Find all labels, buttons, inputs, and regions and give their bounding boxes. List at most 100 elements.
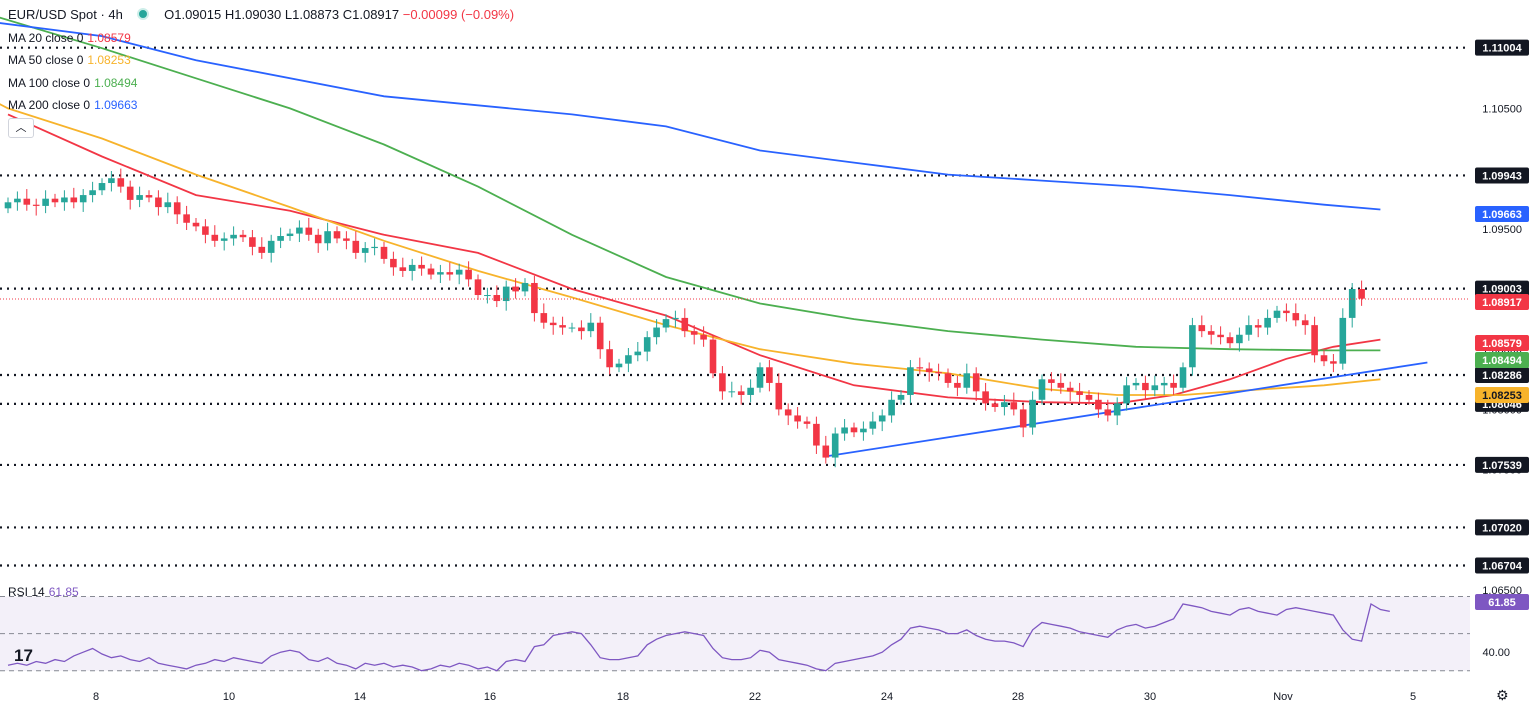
candle — [1236, 334, 1243, 344]
candle — [1010, 402, 1018, 410]
candle — [1311, 325, 1318, 356]
candle — [70, 197, 78, 203]
legend-ma-50[interactable]: MA 50 close 0 1.08253 — [8, 53, 131, 67]
candle — [1273, 310, 1281, 318]
level-badge — [1475, 39, 1529, 56]
legend-rsi[interactable]: RSI 14 61.85 — [8, 585, 79, 599]
tradingview-logo-icon[interactable]: 17 — [14, 646, 33, 665]
candle — [14, 198, 21, 203]
candle — [907, 367, 914, 395]
candle — [709, 339, 717, 374]
candle — [1095, 399, 1102, 410]
candle — [568, 327, 576, 329]
level-badge — [1475, 280, 1529, 297]
level-badge — [1475, 366, 1529, 383]
candle — [625, 355, 632, 364]
candle — [1189, 325, 1196, 368]
candle — [869, 421, 877, 429]
candle — [1038, 379, 1046, 400]
candle — [1207, 331, 1215, 335]
candle — [437, 272, 444, 275]
level-badge-label: 1.09003 — [1482, 284, 1522, 296]
candle — [239, 234, 247, 238]
legend-rsi-label: RSI 14 — [8, 585, 45, 599]
time-tick-label: 5 — [1410, 691, 1416, 703]
candle — [1339, 317, 1347, 364]
candle — [164, 202, 172, 208]
level-badge — [1475, 167, 1529, 184]
candle — [747, 387, 754, 395]
candle — [42, 198, 49, 206]
candle — [249, 237, 256, 247]
gear-icon[interactable]: ⚙ — [1496, 687, 1509, 703]
candle — [89, 190, 96, 196]
candle — [361, 248, 369, 253]
candle — [61, 197, 68, 203]
level-badge-label: 1.07539 — [1482, 460, 1522, 472]
level-badge-label: 1.11004 — [1482, 43, 1522, 55]
legend-rsi-value: 61.85 — [48, 585, 79, 599]
rsi-panel — [0, 596, 1470, 672]
candle — [1170, 382, 1177, 388]
price-badge — [1475, 352, 1529, 368]
level-badge — [1475, 519, 1529, 536]
candle — [1001, 402, 1008, 408]
candle — [1151, 385, 1159, 391]
candle — [446, 272, 454, 275]
candle — [878, 415, 886, 422]
time-tick-label: 22 — [749, 691, 761, 703]
time-tick-label: 10 — [223, 691, 235, 703]
candle — [230, 234, 237, 239]
candle — [512, 286, 519, 292]
candle — [925, 368, 933, 373]
time-tick-label: 14 — [354, 691, 366, 703]
candle — [954, 382, 961, 388]
candle — [117, 178, 125, 187]
time-tick-label: 16 — [484, 691, 496, 703]
candle — [324, 231, 331, 244]
candle — [493, 295, 501, 302]
ma-line — [0, 16, 1381, 352]
candle — [286, 233, 294, 237]
candle — [390, 258, 397, 268]
symbol-title[interactable]: EUR/USD Spot · 4h — [8, 7, 123, 22]
candle — [1179, 367, 1187, 388]
candle — [155, 197, 162, 208]
level-badge-label: 1.06704 — [1482, 560, 1523, 572]
time-tick-label: 24 — [881, 691, 893, 703]
symbol-header: EUR/USD Spot · 4h O1.09015 H1.09030 L1.0… — [8, 7, 514, 22]
legend-ma-100[interactable]: MA 100 close 0 1.08494 — [8, 76, 137, 90]
candle — [700, 334, 707, 340]
legend-ma-20[interactable]: MA 20 close 0 1.08579 — [8, 31, 131, 45]
legend-ma-200[interactable]: MA 200 close 0 1.09663 — [8, 98, 137, 112]
price-tick-label: 1.09500 — [1482, 224, 1522, 236]
candle — [1330, 361, 1337, 364]
candle — [831, 433, 839, 458]
chevron-up-icon[interactable]: ︿ — [8, 118, 34, 138]
candle — [756, 367, 764, 388]
candle — [1320, 355, 1328, 362]
candle — [1292, 313, 1300, 321]
candle — [1301, 320, 1309, 326]
price-badge-label: 1.08494 — [1482, 355, 1523, 367]
candle — [1123, 385, 1130, 404]
candle — [211, 234, 219, 241]
candle — [1217, 334, 1224, 338]
candle — [23, 198, 31, 205]
candle — [455, 269, 463, 275]
candle — [474, 279, 482, 296]
candle — [399, 267, 407, 271]
candle — [681, 317, 689, 332]
candle — [1358, 289, 1365, 299]
candle — [719, 373, 726, 392]
candle — [32, 204, 40, 206]
candle — [935, 372, 942, 374]
candle — [352, 240, 360, 253]
ma-line — [7, 113, 1381, 405]
candle — [662, 319, 670, 328]
legend-ma-label: MA 200 close 0 — [8, 98, 91, 112]
legend-ma-value: 1.08494 — [94, 76, 138, 90]
candle — [972, 373, 980, 392]
candle — [549, 322, 557, 326]
legend-ma-value: 1.08579 — [87, 31, 131, 45]
